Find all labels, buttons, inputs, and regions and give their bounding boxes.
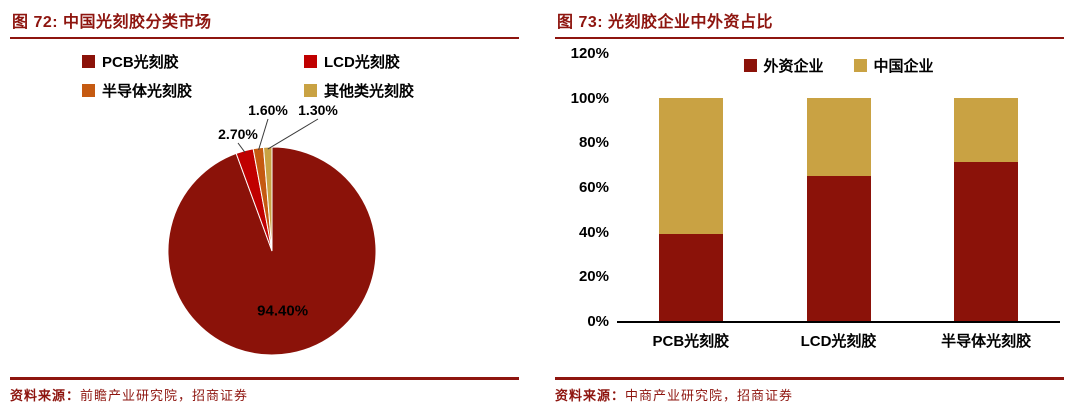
legend-swatch: [743, 59, 757, 72]
y-tick-label: 20%: [578, 268, 609, 286]
pie-svg: 94.40% 2.70% 1.60% 1.30%: [167, 102, 377, 356]
y-tick-label: 120%: [570, 45, 609, 62]
bar-chart-plot: 外资企业 中国企业 0% 20% 40% 60% 80% 100% 120%: [571, 45, 1060, 330]
bar-segment-外资企业: [658, 233, 723, 321]
bar-segment-中国企业: [806, 97, 871, 176]
source-text: 前瞻产业研究院，招商证券: [80, 388, 249, 403]
pie-chart: 94.40% 2.70% 1.60% 1.30%: [10, 101, 519, 361]
pie-value-label-0: 94.40%: [257, 302, 308, 319]
legend-swatch: [82, 55, 95, 68]
pie-legend-item: 其他类光刻胶: [304, 80, 504, 101]
figure-73-title-text: 图 73: 光刻胶企业中外资占比: [557, 14, 774, 31]
y-tick-label: 80%: [578, 134, 609, 152]
y-tick-label: 60%: [578, 179, 609, 196]
pie-value-label-3: 1.30%: [298, 102, 338, 118]
pie-leader-line-3: [267, 118, 319, 150]
pie-legend-item: LCD光刻胶: [304, 51, 504, 72]
bar-legend-label: 中国企业: [873, 58, 934, 75]
figure-72-title: 图 72: 中国光刻胶分类市场: [10, 6, 519, 39]
pie-legend-item: PCB光刻胶: [82, 51, 304, 72]
figure-72-title-text: 图 72: 中国光刻胶分类市场: [12, 14, 212, 31]
figure-73-source: 资料来源：中商产业研究院，招商证券: [555, 377, 1064, 404]
source-label: 资料来源：: [555, 388, 626, 403]
legend-swatch: [304, 84, 317, 97]
pie-value-label-1: 2.70%: [218, 126, 258, 142]
y-tick-label: 100%: [570, 89, 609, 107]
pie-leader-line-1: [237, 142, 246, 153]
category-label: 半导体光刻胶: [941, 333, 1032, 350]
pie-legend-label: 其他类光刻胶: [324, 83, 415, 100]
bar-legend-item: 外资企业: [743, 55, 824, 76]
figure-72-source: 资料来源：前瞻产业研究院，招商证券: [10, 377, 519, 404]
figure-72-panel: 图 72: 中国光刻胶分类市场 PCB光刻胶 LCD光刻胶半导体光刻胶 其他类光刻胶…: [10, 6, 519, 404]
bar-segment-中国企业: [954, 97, 1019, 163]
y-tick-label: 0%: [587, 313, 609, 330]
source-text: 中商产业研究院，招商证券: [625, 388, 794, 403]
bar-legend-item: 中国企业: [853, 55, 934, 76]
figure-73-panel: 图 73: 光刻胶企业中外资占比 外资企业 中国企业 0% 20% 40% 60% 80%…: [555, 6, 1064, 404]
category-label: PCB光刻胶: [652, 333, 730, 350]
pie-legend-label: PCB光刻胶: [102, 54, 179, 71]
pie-legend-item: 半导体光刻胶: [82, 80, 304, 101]
legend-swatch: [304, 55, 317, 68]
legend-swatch: [82, 84, 95, 97]
category-label: LCD光刻胶: [800, 333, 877, 350]
bar-segment-外资企业: [954, 162, 1019, 321]
bar-legend-label: 外资企业: [763, 58, 824, 75]
pie-value-label-2: 1.60%: [248, 102, 288, 118]
bar-segment-中国企业: [658, 97, 723, 234]
bar-category-axis: PCB光刻胶 LCD光刻胶 半导体光刻胶: [617, 330, 1060, 351]
pie-legend: PCB光刻胶 LCD光刻胶半导体光刻胶 其他类光刻胶: [82, 51, 519, 101]
pie-legend-label: 半导体光刻胶: [102, 83, 193, 100]
pie-leader-line-2: [258, 118, 269, 151]
source-label: 资料来源：: [10, 388, 81, 403]
y-tick-label: 40%: [578, 223, 609, 241]
bar-segment-外资企业: [806, 175, 871, 321]
legend-swatch: [853, 59, 867, 72]
figure-73-title: 图 73: 光刻胶企业中外资占比: [555, 6, 1064, 39]
bar-legend: 外资企业 中国企业: [743, 55, 934, 76]
pie-legend-label: LCD光刻胶: [324, 54, 400, 71]
